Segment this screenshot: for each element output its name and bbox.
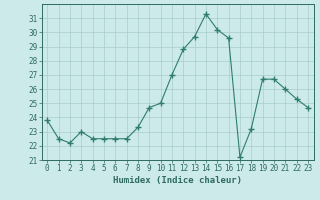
X-axis label: Humidex (Indice chaleur): Humidex (Indice chaleur) — [113, 176, 242, 185]
